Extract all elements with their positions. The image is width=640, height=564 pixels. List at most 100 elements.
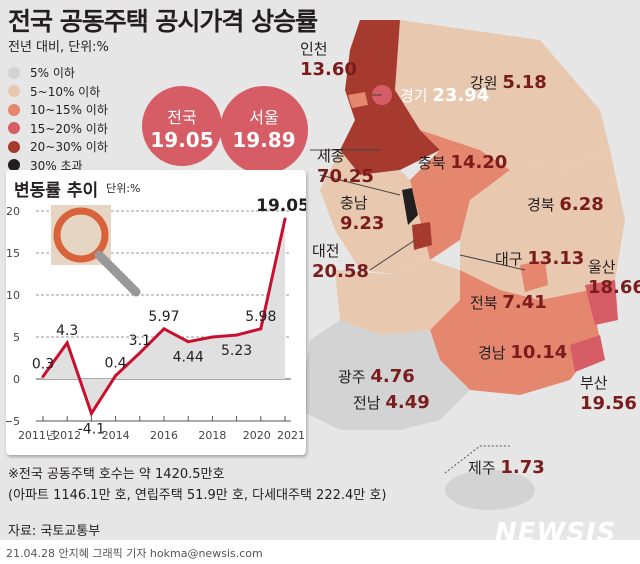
bubble-label: 전국 <box>167 108 197 127</box>
legend-swatch <box>8 85 20 97</box>
region-value: 18.66 <box>588 277 640 298</box>
data-label: -4.1 <box>78 421 105 437</box>
data-label: 5.97 <box>148 309 179 325</box>
page-title: 전국 공동주택 공시가격 상승률 <box>8 7 318 36</box>
data-point <box>186 340 190 344</box>
note-breakdown: (아파트 1146.1만 호, 연립주택 51.9만 호, 다세대주택 222.… <box>8 488 387 503</box>
region-daejeon <box>412 222 432 250</box>
region-value: 20.58 <box>312 261 369 282</box>
region-value: 70.25 <box>317 166 374 187</box>
leader-lines <box>310 94 526 271</box>
data-point <box>65 341 69 345</box>
bubble-value: 19.05 <box>150 128 214 152</box>
legend-item: 30% 초과 <box>8 157 83 174</box>
region-name: 충북 <box>418 154 446 172</box>
legend-label: 5~10% 이하 <box>30 84 101 99</box>
region-name: 강원 <box>470 74 498 92</box>
region-name: 충남 <box>340 194 368 212</box>
legend-item: 10~15% 이하 <box>8 101 108 118</box>
data-point <box>89 411 93 415</box>
legend-item: 15~20% 이하 <box>8 120 108 137</box>
region-label: 경북 6.28 <box>527 194 604 215</box>
region-label: 인천 13.60 <box>300 38 357 80</box>
region-value: 4.76 <box>370 366 415 387</box>
data-label: 3.1 <box>129 333 151 349</box>
region-label: 광주 4.76 <box>338 366 415 387</box>
trend-chart-panel: 0.3 4.3 -4.1 0.4 3.1 5.97 4.44 5.23 5.98 19.05 20 1… <box>6 170 306 455</box>
legend-label: 20~30% 이하 <box>30 140 108 154</box>
region-name: 경기 <box>400 87 428 105</box>
region-label: 경남 10.14 <box>478 342 567 363</box>
region-value: 10.14 <box>510 342 568 363</box>
region-chungnam <box>320 150 430 275</box>
region-value: 19.56 <box>580 393 637 414</box>
legend-swatch <box>8 159 20 171</box>
x-tick-label: 2012 <box>53 429 81 442</box>
data-point <box>138 351 142 355</box>
magnifier-handle-icon <box>94 250 141 297</box>
region-gyeongnam <box>430 270 600 395</box>
region-label: 전남 4.49 <box>353 392 430 413</box>
region-value: 4.49 <box>385 392 430 413</box>
region-name: 대구 <box>495 250 523 268</box>
legend-swatch <box>8 103 20 116</box>
y-tick-label: 0 <box>13 373 20 386</box>
region-daegu <box>520 260 548 292</box>
region-label: 충북 14.20 <box>418 152 507 173</box>
region-value: 5.18 <box>502 72 547 93</box>
data-label: 0.3 <box>32 356 54 372</box>
region-sejong <box>402 188 418 225</box>
data-point <box>41 374 45 378</box>
x-tick-label: 2021 <box>277 429 305 442</box>
region-name: 광주 <box>338 368 366 386</box>
korea-map <box>300 20 625 510</box>
legend-label: 15~20% 이하 <box>30 121 108 136</box>
legend-swatch <box>8 66 20 79</box>
region-label: 제주 1.73 <box>468 457 545 478</box>
region-value: 1.73 <box>500 457 545 478</box>
region-value: 6.28 <box>559 194 604 215</box>
data-point <box>162 327 166 331</box>
region-jeonbuk <box>335 260 460 335</box>
credit: 21.04.28 안지혜 그래픽 기자 hokma@newsis.com <box>6 547 263 560</box>
bubble-value: 19.89 <box>232 128 296 152</box>
y-tick-label: 10 <box>6 289 20 302</box>
region-label: 부산 19.56 <box>580 372 637 414</box>
region-name: 대전 <box>312 242 340 260</box>
region-busan <box>570 335 605 372</box>
y-tick-label: 5 <box>13 331 20 344</box>
region-name: 인천 <box>300 40 328 58</box>
data-label: 19.05 <box>256 196 306 216</box>
data-label: 5.98 <box>245 309 276 325</box>
region-value: 23.94 <box>432 85 490 106</box>
legend-label: 5% 이하 <box>30 66 75 80</box>
chart-title: 변동률 추이 <box>14 181 99 201</box>
region-label: 세종 70.25 <box>317 145 374 187</box>
region-value: 9.23 <box>340 213 385 234</box>
region-gangwon <box>395 20 610 170</box>
legend-item: 5% 이하 <box>8 64 75 81</box>
region-name: 세종 <box>317 147 345 165</box>
jeju-divider <box>444 445 510 474</box>
data-label: 4.44 <box>173 350 204 366</box>
y-tick-label: 15 <box>6 247 20 260</box>
region-label: 강원 5.18 <box>470 72 547 93</box>
data-label: 0.4 <box>104 356 126 372</box>
region-name: 경남 <box>478 344 506 362</box>
note-total: ※전국 공동주택 호수는 약 1420.5만호 <box>8 467 225 482</box>
source: 자료: 국토교통부 <box>8 524 101 539</box>
region-label: 울산 18.66 <box>588 256 640 298</box>
region-label: 대구 13.13 <box>495 248 584 269</box>
region-name: 제주 <box>468 459 496 477</box>
legend-swatch <box>8 122 20 134</box>
legend-item: 5~10% 이하 <box>8 83 100 100</box>
region-ulsan <box>585 280 618 325</box>
region-name: 부산 <box>580 374 608 392</box>
x-tick-label: 2018 <box>198 429 226 442</box>
region-name: 경북 <box>527 196 555 214</box>
region-jeonnam <box>300 320 470 430</box>
data-point <box>235 333 239 337</box>
x-tick-label: 2016 <box>150 429 178 442</box>
legend-item: 20~30% 이하 <box>8 138 108 155</box>
